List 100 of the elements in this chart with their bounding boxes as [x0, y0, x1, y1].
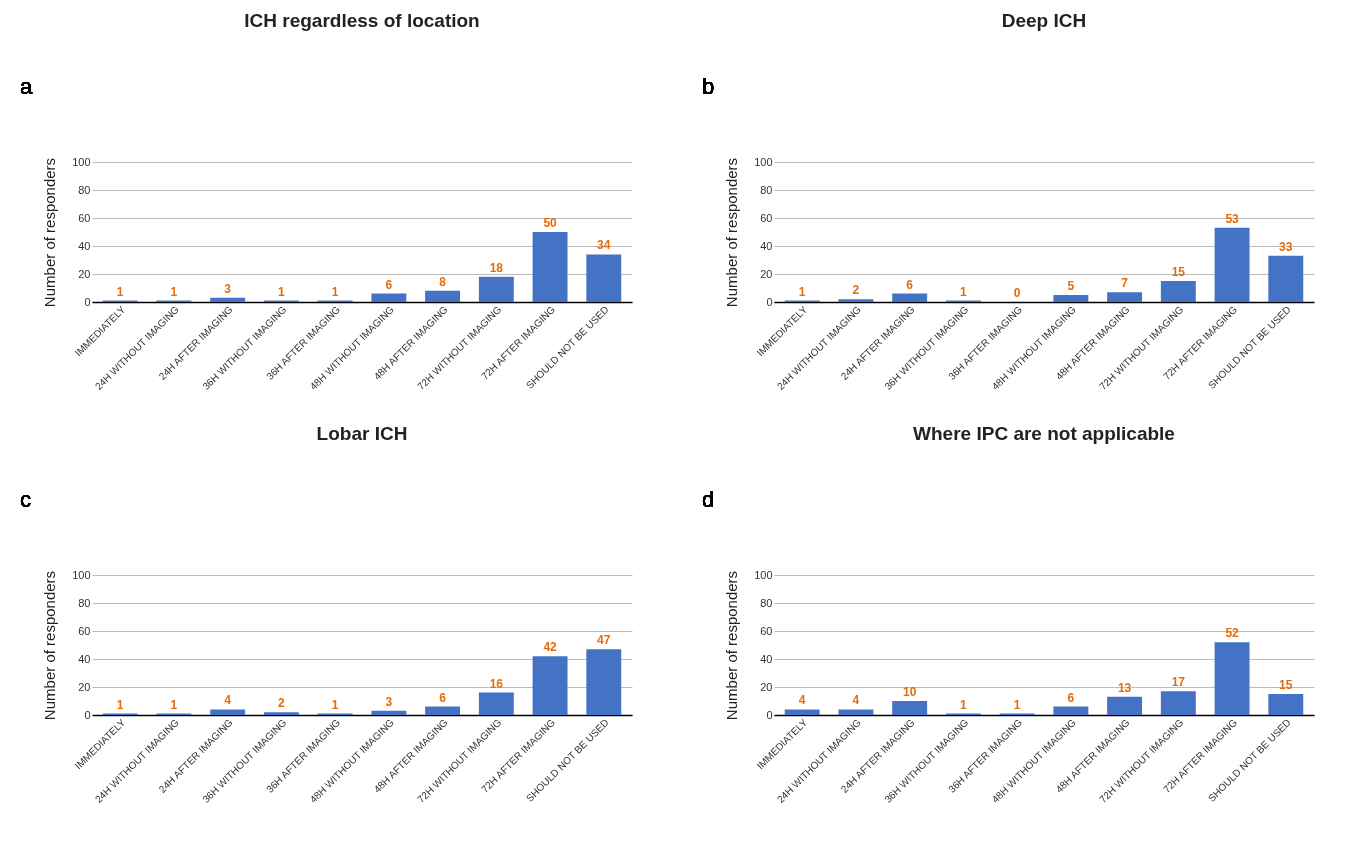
data-label: 1	[331, 284, 339, 299]
data-label: 47	[597, 633, 611, 648]
data-label: 10	[902, 685, 917, 699]
data-label: 1	[798, 284, 806, 299]
data-label: 18	[489, 260, 504, 275]
bar	[425, 706, 461, 715]
y-tick-label: 100	[72, 155, 91, 168]
y-tick-label: 80	[78, 183, 91, 196]
data-label: 52	[1225, 626, 1240, 641]
y-tick-label: 80	[760, 183, 773, 196]
data-label: 1	[960, 284, 968, 299]
bar	[425, 290, 461, 302]
y-tick-label: 20	[760, 267, 773, 280]
y-tick-label: 60	[760, 624, 773, 637]
chart-title: ICH regardless of location	[244, 10, 480, 31]
y-tick-label: 100	[72, 568, 91, 581]
data-label: 1	[960, 697, 968, 712]
bar	[371, 293, 407, 302]
bar	[210, 297, 246, 302]
bar	[478, 692, 514, 715]
y-tick-label: 0	[84, 708, 91, 721]
bar	[838, 299, 874, 302]
text: d	[702, 487, 715, 512]
data-label: 5	[1067, 279, 1075, 293]
y-tick-label: 0	[766, 708, 773, 721]
y-tick-label: 40	[760, 239, 773, 252]
data-label: 1	[278, 284, 286, 299]
y-tick-label: 40	[78, 652, 91, 665]
bar	[838, 709, 874, 715]
data-label: 16	[489, 676, 504, 691]
y-axis-title: Number of responders	[723, 570, 741, 721]
bar	[210, 709, 246, 715]
bar	[1268, 255, 1304, 302]
data-label: 3	[385, 694, 393, 709]
data-label: 1	[1013, 697, 1021, 712]
data-label: 50	[543, 216, 558, 230]
y-tick-label: 40	[78, 239, 91, 252]
y-tick-label: 100	[754, 155, 773, 168]
y-axis-title: Number of responders	[723, 157, 741, 308]
data-label: 4	[224, 693, 232, 708]
bar	[1053, 295, 1089, 302]
data-label: 1	[331, 697, 339, 712]
data-label: 53	[1225, 211, 1240, 226]
y-tick-label: 60	[78, 211, 91, 224]
y-axis-title: Number of responders	[41, 570, 59, 721]
data-label: 3	[224, 281, 232, 296]
bar	[1160, 691, 1196, 715]
chart-title: Lobar ICH	[316, 423, 408, 444]
bar	[478, 276, 514, 302]
data-label: 15	[1279, 678, 1293, 692]
data-label: 2	[852, 283, 860, 298]
chart-title: Deep ICH	[1001, 10, 1087, 31]
data-label: 15	[1171, 265, 1186, 279]
bar	[1214, 227, 1250, 302]
text: c	[20, 487, 31, 512]
bar	[263, 712, 299, 715]
y-tick-label: 80	[760, 596, 773, 609]
y-tick-label: 100	[754, 568, 773, 581]
data-label: 42	[543, 640, 558, 655]
data-label: 1	[116, 284, 124, 299]
data-label: 7	[1121, 276, 1129, 291]
data-label: 6	[385, 277, 393, 292]
chart-title: Where IPC are not applicable	[913, 423, 1175, 444]
bar	[892, 293, 928, 302]
bar	[371, 710, 407, 715]
y-tick-label: 0	[84, 295, 91, 308]
bar	[1160, 281, 1196, 302]
y-tick-label: 20	[78, 680, 91, 693]
bar	[532, 656, 568, 715]
bar	[1214, 642, 1250, 715]
data-label: 33	[1279, 239, 1293, 254]
y-tick-label: 60	[760, 211, 773, 224]
data-label: 6	[906, 277, 914, 292]
data-label: 6	[1067, 690, 1075, 705]
bar	[1053, 706, 1089, 715]
bar	[1107, 292, 1143, 302]
bar	[784, 709, 820, 715]
data-label: 2	[278, 696, 286, 711]
data-label: 8	[439, 274, 447, 289]
data-label: 6	[439, 690, 447, 705]
data-label: 1	[170, 697, 178, 712]
y-tick-label: 20	[78, 267, 91, 280]
y-tick-label: 60	[78, 624, 91, 637]
y-tick-label: 0	[766, 295, 773, 308]
bar	[1107, 696, 1143, 715]
y-axis-title: Number of responders	[41, 157, 59, 308]
data-label: 1	[116, 697, 124, 712]
data-label: 4	[798, 693, 806, 708]
bar	[532, 232, 568, 302]
bar	[586, 254, 622, 302]
y-tick-label: 80	[78, 596, 91, 609]
data-label: 17	[1171, 675, 1186, 690]
text: a	[20, 74, 33, 99]
data-label: 34	[597, 238, 611, 253]
data-label: 0	[1013, 286, 1021, 300]
data-label: 4	[852, 693, 860, 708]
data-label: 1	[170, 284, 178, 299]
y-tick-label: 20	[760, 680, 773, 693]
bar	[1268, 694, 1304, 715]
bar	[892, 701, 928, 715]
